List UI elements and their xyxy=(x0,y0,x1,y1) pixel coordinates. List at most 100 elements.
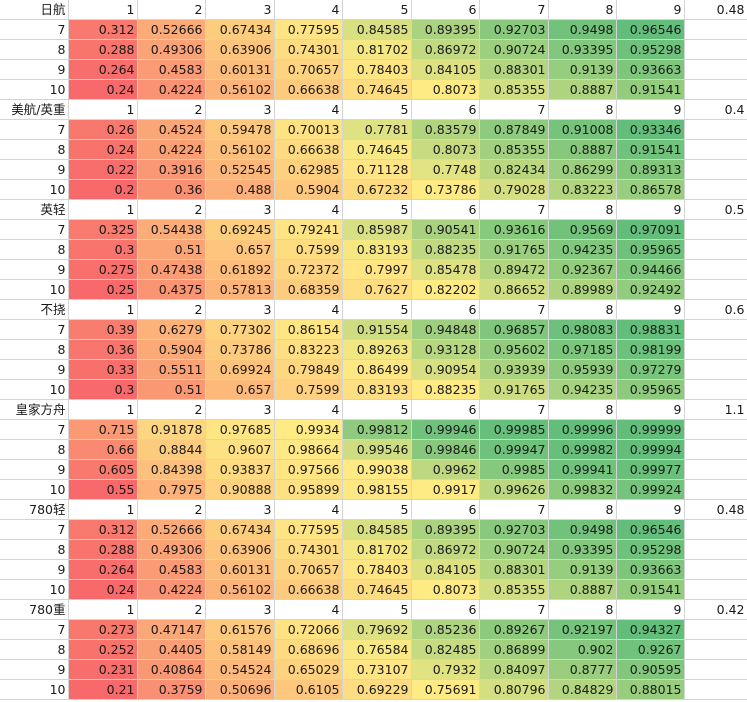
row-label-cell[interactable]: 7 xyxy=(0,519,69,540)
value-cell[interactable]: 0.25 xyxy=(68,279,138,300)
row-label-cell[interactable]: 10 xyxy=(0,279,69,300)
value-cell[interactable]: 0.78403 xyxy=(342,559,412,580)
value-cell[interactable]: 0.79028 xyxy=(479,179,549,200)
value-cell[interactable]: 0.9498 xyxy=(548,19,617,40)
value-cell[interactable]: 0.89472 xyxy=(479,259,549,280)
value-cell[interactable]: 0.7781 xyxy=(342,119,412,140)
value-cell[interactable]: 0.92492 xyxy=(616,279,685,300)
value-cell[interactable]: 0.84105 xyxy=(411,59,480,80)
value-cell[interactable]: 0.8073 xyxy=(411,79,480,100)
value-cell[interactable]: 0.4524 xyxy=(137,119,206,140)
value-cell[interactable]: 0.74645 xyxy=(342,79,412,100)
empty-cell[interactable] xyxy=(684,339,747,360)
empty-cell[interactable] xyxy=(684,39,747,60)
value-cell[interactable]: 0.57813 xyxy=(205,279,275,300)
value-cell[interactable]: 0.92367 xyxy=(548,259,617,280)
value-cell[interactable]: 0.5511 xyxy=(137,359,206,380)
column-header-cell[interactable]: 9 xyxy=(616,0,685,20)
empty-cell[interactable] xyxy=(684,519,747,540)
value-cell[interactable]: 0.66638 xyxy=(274,139,343,160)
value-cell[interactable]: 0.94235 xyxy=(548,379,617,400)
value-cell[interactable]: 0.273 xyxy=(68,619,138,640)
value-cell[interactable]: 0.8777 xyxy=(548,659,617,680)
column-header-cell[interactable]: 8 xyxy=(548,199,617,220)
value-cell[interactable]: 0.66638 xyxy=(274,79,343,100)
value-cell[interactable]: 0.79692 xyxy=(342,619,412,640)
empty-cell[interactable] xyxy=(684,639,747,660)
value-cell[interactable]: 0.312 xyxy=(68,19,138,40)
value-cell[interactable]: 0.93663 xyxy=(616,559,685,580)
row-label-cell[interactable]: 9 xyxy=(0,359,69,380)
row-label-cell[interactable]: 7 xyxy=(0,19,69,40)
row-label-cell[interactable]: 8 xyxy=(0,639,69,660)
empty-cell[interactable] xyxy=(684,279,747,300)
row-label-cell[interactable]: 10 xyxy=(0,579,69,600)
column-header-cell[interactable]: 4 xyxy=(274,299,343,320)
value-cell[interactable]: 0.88235 xyxy=(411,379,480,400)
value-cell[interactable]: 0.47438 xyxy=(137,259,206,280)
section-label[interactable]: 美航/英重 xyxy=(0,99,69,120)
empty-cell[interactable] xyxy=(684,419,747,440)
side-value-cell[interactable]: 0.48 xyxy=(684,499,747,520)
column-header-cell[interactable]: 4 xyxy=(274,199,343,220)
value-cell[interactable]: 0.98831 xyxy=(616,319,685,340)
value-cell[interactable]: 0.99946 xyxy=(411,419,480,440)
row-label-cell[interactable]: 8 xyxy=(0,539,69,560)
value-cell[interactable]: 0.7975 xyxy=(137,479,206,500)
value-cell[interactable]: 0.9139 xyxy=(548,59,617,80)
value-cell[interactable]: 0.86499 xyxy=(342,359,412,380)
value-cell[interactable]: 0.99996 xyxy=(548,419,617,440)
value-cell[interactable]: 0.902 xyxy=(548,639,617,660)
column-header-cell[interactable]: 7 xyxy=(479,599,549,620)
value-cell[interactable]: 0.8073 xyxy=(411,139,480,160)
value-cell[interactable]: 0.89267 xyxy=(479,619,549,640)
empty-cell[interactable] xyxy=(684,579,747,600)
empty-cell[interactable] xyxy=(684,439,747,460)
value-cell[interactable]: 0.99924 xyxy=(616,479,685,500)
value-cell[interactable]: 0.51 xyxy=(137,239,206,260)
value-cell[interactable]: 0.90724 xyxy=(479,39,549,60)
value-cell[interactable]: 0.98199 xyxy=(616,339,685,360)
value-cell[interactable]: 0.90541 xyxy=(411,219,480,240)
column-header-cell[interactable]: 9 xyxy=(616,399,685,420)
value-cell[interactable]: 0.99982 xyxy=(548,439,617,460)
value-cell[interactable]: 0.86652 xyxy=(479,279,549,300)
column-header-cell[interactable]: 7 xyxy=(479,299,549,320)
column-header-cell[interactable]: 4 xyxy=(274,499,343,520)
value-cell[interactable]: 0.4224 xyxy=(137,139,206,160)
column-header-cell[interactable]: 8 xyxy=(548,399,617,420)
value-cell[interactable]: 0.71128 xyxy=(342,159,412,180)
value-cell[interactable]: 0.91765 xyxy=(479,379,549,400)
value-cell[interactable]: 0.82485 xyxy=(411,639,480,660)
row-label-cell[interactable]: 10 xyxy=(0,679,69,700)
value-cell[interactable]: 0.77302 xyxy=(205,319,275,340)
value-cell[interactable]: 0.69229 xyxy=(342,679,412,700)
value-cell[interactable]: 0.81702 xyxy=(342,39,412,60)
value-cell[interactable]: 0.70657 xyxy=(274,59,343,80)
empty-cell[interactable] xyxy=(684,659,747,680)
value-cell[interactable]: 0.92703 xyxy=(479,519,549,540)
value-cell[interactable]: 0.83223 xyxy=(274,339,343,360)
value-cell[interactable]: 0.95939 xyxy=(548,359,617,380)
value-cell[interactable]: 0.95899 xyxy=(274,479,343,500)
value-cell[interactable]: 0.56102 xyxy=(205,139,275,160)
value-cell[interactable]: 0.60131 xyxy=(205,59,275,80)
value-cell[interactable]: 0.4375 xyxy=(137,279,206,300)
value-cell[interactable]: 0.93395 xyxy=(548,39,617,60)
column-header-cell[interactable]: 3 xyxy=(205,99,275,120)
value-cell[interactable]: 0.91541 xyxy=(616,579,685,600)
value-cell[interactable]: 0.85355 xyxy=(479,579,549,600)
value-cell[interactable]: 0.85355 xyxy=(479,139,549,160)
column-header-cell[interactable]: 4 xyxy=(274,0,343,20)
value-cell[interactable]: 0.93663 xyxy=(616,59,685,80)
value-cell[interactable]: 0.98083 xyxy=(548,319,617,340)
value-cell[interactable]: 0.94466 xyxy=(616,259,685,280)
value-cell[interactable]: 0.84585 xyxy=(342,19,412,40)
value-cell[interactable]: 0.8887 xyxy=(548,579,617,600)
value-cell[interactable]: 0.7627 xyxy=(342,279,412,300)
value-cell[interactable]: 0.7599 xyxy=(274,239,343,260)
value-cell[interactable]: 0.77595 xyxy=(274,519,343,540)
value-cell[interactable]: 0.3759 xyxy=(137,679,206,700)
value-cell[interactable]: 0.9569 xyxy=(548,219,617,240)
value-cell[interactable]: 0.4224 xyxy=(137,579,206,600)
